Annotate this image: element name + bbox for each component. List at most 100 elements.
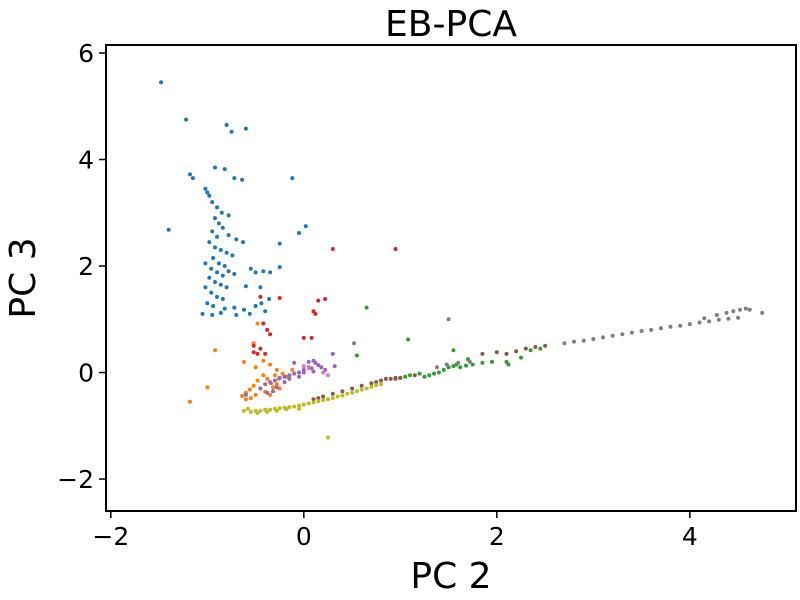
scatter-point-s0-4: [229, 129, 234, 134]
scatter-point-s3-5: [323, 297, 328, 301]
scatter-point-s1-17: [272, 373, 277, 378]
scatter-point-s7-22: [724, 310, 729, 315]
scatter-point-s4-23: [287, 376, 292, 381]
scatter-point-s0-71: [234, 313, 239, 317]
scatter-point-s1-10: [255, 378, 260, 383]
scatter-point-s0-38: [203, 261, 208, 266]
scatter-point-s8-18: [330, 396, 335, 401]
scatter-point-s0-39: [209, 266, 214, 271]
scatter-point-s2-15: [470, 362, 475, 367]
scatter-point-s6-2: [321, 370, 326, 375]
scatter-point-s2-13: [458, 365, 463, 370]
scatter-point-s0-0: [159, 80, 163, 85]
scatter-point-s5-3: [330, 391, 335, 396]
scatter-point-s8-35: [297, 406, 301, 411]
scatter-point-s0-6: [190, 176, 195, 181]
scatter-point-s0-56: [220, 297, 225, 301]
scatter-point-s7-3: [581, 338, 586, 343]
scatter-point-s3-15: [251, 350, 256, 355]
scatter-point-s5-11: [388, 376, 393, 381]
scatter-point-s5-5: [350, 386, 355, 391]
scatter-point-s8-1: [248, 409, 253, 414]
scatter-point-s0-67: [267, 297, 272, 301]
scatter-point-s0-11: [240, 177, 245, 182]
scatter-point-s0-23: [210, 229, 215, 234]
scatter-point-s3-13: [251, 343, 256, 348]
scatter-point-s0-24: [215, 234, 219, 239]
scatter-point-s5-8: [374, 380, 379, 385]
scatter-point-s0-19: [226, 213, 231, 218]
scatter-point-s0-1: [184, 117, 189, 122]
scatter-point-s3-17: [263, 351, 268, 356]
scatter-point-s6-0: [301, 364, 306, 369]
scatter-point-s0-31: [213, 245, 217, 250]
scatter-point-s1-19: [280, 371, 285, 376]
chart-title: EB-PCA: [385, 4, 517, 45]
scatter-point-s7-23: [731, 309, 736, 314]
scatter-point-s1-6: [268, 362, 273, 367]
scatter-point-s2-2: [354, 353, 359, 358]
scatter-point-s7-12: [668, 324, 673, 329]
scatter-point-s7-25: [743, 306, 748, 311]
scatter-point-s7-16: [707, 319, 712, 324]
y-tick-label: −2: [57, 465, 94, 494]
scatter-point-s0-9: [222, 167, 227, 172]
scatter-point-s1-12: [247, 387, 252, 392]
scatter-point-s4-15: [292, 371, 297, 376]
scatter-point-s7-26: [747, 307, 752, 312]
scatter-point-s1-8: [205, 385, 210, 390]
scatter-point-s6-3: [326, 373, 330, 378]
scatter-point-s5-12: [393, 375, 398, 380]
scatter-point-s8-17: [326, 397, 330, 402]
scatter-point-s8-13: [306, 401, 311, 406]
scatter-point-s4-21: [263, 382, 268, 387]
scatter-point-s0-47: [268, 270, 273, 275]
scatter-point-s1-5: [261, 358, 266, 363]
scatter-point-s0-21: [216, 221, 221, 226]
scatter-point-s2-9: [441, 367, 446, 372]
scatter-point-s1-27: [274, 382, 279, 387]
scatter-point-s8-11: [297, 403, 301, 408]
scatter-point-s1-3: [242, 359, 246, 364]
scatter-point-s7-20: [702, 316, 707, 321]
scatter-point-s0-14: [207, 193, 212, 198]
scatter-point-s2-5: [422, 374, 427, 379]
scatter-point-s2-26: [408, 373, 412, 378]
scatter-point-s7-30: [456, 360, 461, 365]
scatter-point-s7-4: [591, 337, 596, 341]
scatter-point-s4-14: [301, 370, 306, 375]
scatter-point-s2-17: [490, 359, 494, 364]
scatter-point-s7-28: [435, 365, 439, 370]
scatter-point-s2-14: [464, 363, 468, 368]
scatter-point-s7-0: [446, 317, 451, 322]
scatter-point-s2-0: [364, 305, 369, 310]
scatter-point-s4-28: [297, 374, 301, 379]
scatter-point-s8-22: [350, 390, 355, 395]
scatter-point-s7-11: [658, 326, 663, 331]
y-tick-label: 4: [78, 146, 94, 175]
scatter-point-s7-1: [562, 341, 567, 346]
scatter-point-s8-3: [258, 408, 263, 413]
scatter-point-s8-33: [284, 407, 289, 412]
scatter-point-s8-12: [301, 402, 306, 407]
scatter-point-s2-27: [417, 371, 422, 376]
scatter-point-s1-4: [253, 365, 258, 370]
scatter-point-s0-35: [211, 256, 216, 260]
scatter-point-s1-26: [271, 385, 275, 390]
scatter-point-s0-69: [210, 313, 215, 317]
scatter-point-s5-19: [523, 346, 528, 351]
scatter-point-s1-29: [290, 367, 295, 372]
scatter-point-s7-27: [760, 310, 765, 315]
scatter-point-s8-23: [354, 389, 359, 394]
scatter-point-s6-1: [306, 366, 311, 371]
scatter-point-s8-16: [321, 398, 326, 403]
scatter-point-s0-12: [290, 176, 295, 181]
scatter-point-s5-16: [494, 350, 499, 355]
x-tick-label: −2: [92, 522, 129, 551]
scatter-point-s8-25: [364, 386, 369, 391]
scatter-point-s7-18: [726, 316, 731, 321]
scatter-point-s0-34: [230, 253, 235, 258]
scatter-point-s0-61: [211, 304, 216, 308]
scatter-point-s0-51: [218, 282, 223, 287]
scatter-point-s3-3: [277, 296, 282, 300]
